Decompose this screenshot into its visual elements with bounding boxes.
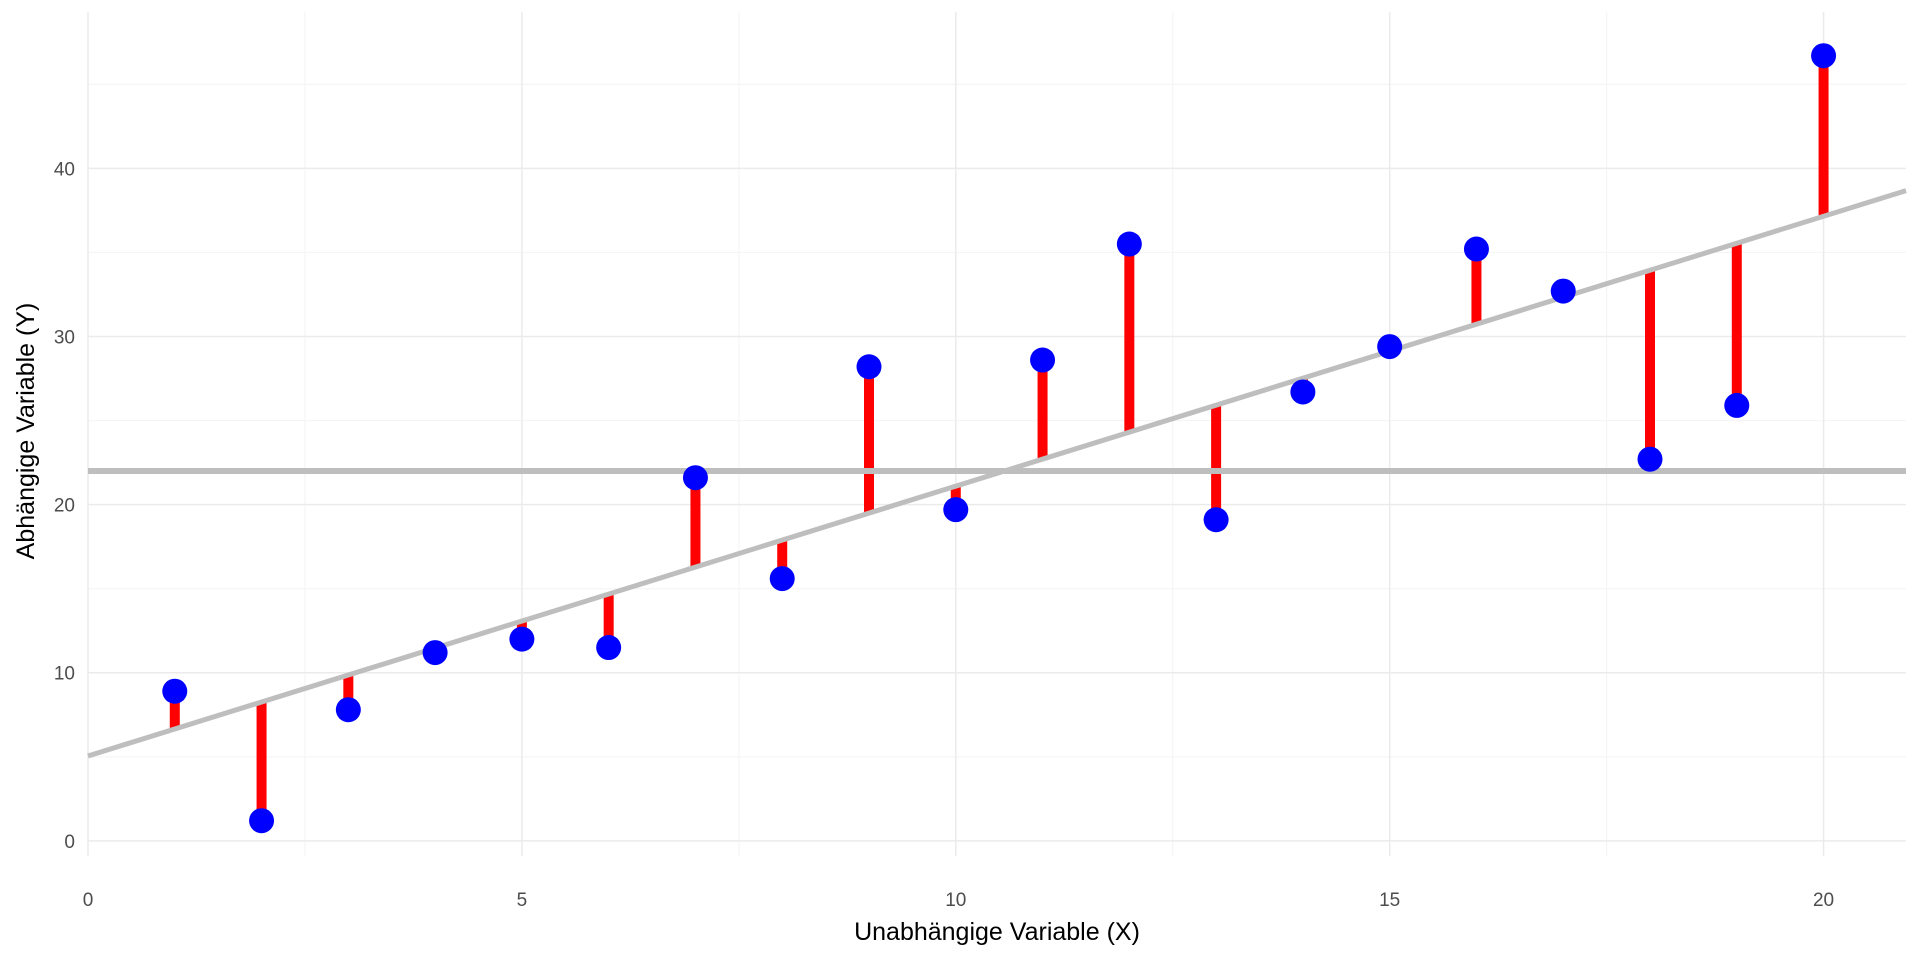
data-point	[249, 808, 275, 834]
reference-lines	[87, 188, 1907, 759]
data-point	[682, 465, 708, 491]
x-axis-title: Unabhängige Variable (X)	[854, 918, 1140, 946]
y-axis-title: Abhängige Variable (Y)	[12, 303, 40, 560]
data-point	[509, 626, 535, 652]
data-point	[1724, 392, 1750, 418]
data-point	[335, 697, 361, 723]
data-point	[422, 640, 448, 666]
residual-segments	[169, 55, 1829, 821]
data-point	[1550, 278, 1576, 304]
data-point	[596, 635, 622, 661]
data-point	[1463, 236, 1489, 262]
data-point	[943, 497, 969, 523]
grid-minor	[88, 12, 1906, 856]
y-tick-label: 0	[64, 832, 75, 853]
data-points	[162, 43, 1837, 834]
data-point	[162, 678, 188, 704]
data-point	[1637, 446, 1663, 472]
y-tick-label: 30	[54, 327, 75, 348]
x-tick-label: 15	[1379, 890, 1400, 911]
data-point	[1811, 43, 1837, 69]
regression-line	[87, 188, 1907, 759]
data-point	[1377, 334, 1403, 360]
y-tick-label: 10	[54, 664, 75, 685]
x-tick-label: 10	[945, 890, 966, 911]
x-tick-label: 20	[1813, 890, 1834, 911]
data-point	[1203, 507, 1229, 533]
data-point	[856, 354, 882, 380]
y-tick-label: 40	[54, 159, 75, 180]
x-axis-ticks: 0 5 10 15 20	[83, 890, 1834, 911]
grid-major	[87, 12, 1906, 856]
y-axis-ticks: 0 10 20 30 40	[54, 159, 75, 853]
y-tick-label: 20	[54, 496, 75, 517]
data-point	[1116, 231, 1142, 257]
data-point	[769, 566, 795, 592]
x-tick-label: 0	[83, 890, 94, 911]
data-point	[1030, 347, 1056, 373]
data-point	[1290, 379, 1316, 405]
x-tick-label: 5	[517, 890, 528, 911]
